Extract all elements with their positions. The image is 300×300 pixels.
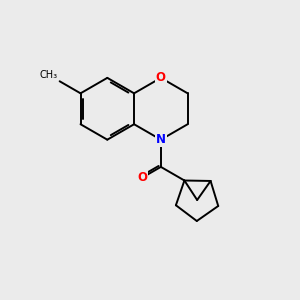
Text: CH₃: CH₃: [39, 70, 57, 80]
Text: O: O: [156, 71, 166, 84]
Text: O: O: [137, 171, 147, 184]
Text: N: N: [156, 133, 166, 146]
